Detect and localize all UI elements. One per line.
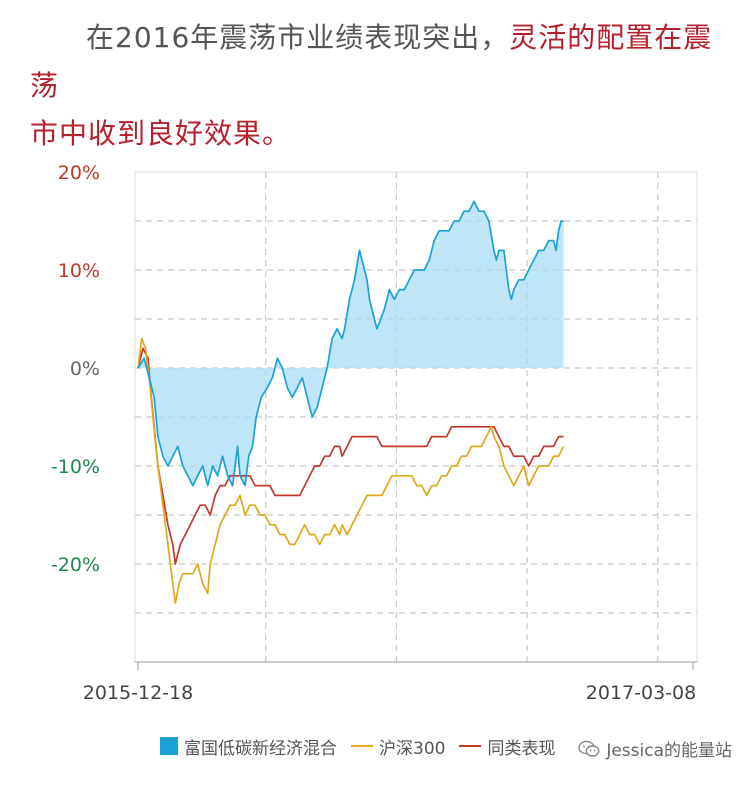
chart-legend: 富国低碳新经济混合 沪深300 同类表现 xyxy=(160,734,569,759)
series-line xyxy=(137,200,564,487)
y-tick-label: -20% xyxy=(51,554,100,576)
chart-series xyxy=(137,200,565,605)
heading-highlight-line2: 市中收到良好效果。 xyxy=(30,117,292,150)
y-tick-label: 0% xyxy=(70,358,100,380)
x-tick-label: 2017-03-08 xyxy=(586,682,696,704)
y-tick-label: 20% xyxy=(58,162,100,184)
y-tick-label: -10% xyxy=(51,456,100,478)
chart-axes: 20% 10% 0% -10% -20% 2015-12-18 2017-03-08 xyxy=(51,162,697,704)
legend-label-fund: 富国低碳新经济混合 xyxy=(184,738,337,759)
performance-chart: 20% 10% 0% -10% -20% 2015-12-18 2017-03-08 xyxy=(51,162,698,704)
watermark: Jessica的能量站 xyxy=(578,736,732,761)
wechat-icon xyxy=(578,740,600,757)
legend-item-fund: 富国低碳新经济混合 xyxy=(160,734,337,759)
legend-swatch-csi300 xyxy=(351,745,373,747)
legend-label-csi300: 沪深300 xyxy=(379,738,446,759)
legend-label-peer: 同类表现 xyxy=(487,738,556,759)
x-tick-label: 2015-12-18 xyxy=(83,682,193,704)
legend-item-peer: 同类表现 xyxy=(459,734,555,759)
legend-swatch-fund xyxy=(160,737,178,755)
watermark-text: Jessica的能量站 xyxy=(606,741,732,761)
series-area-fill xyxy=(138,201,564,486)
heading-highlight-line1: 灵活的配置在震荡 xyxy=(30,21,713,102)
series-line xyxy=(137,337,565,605)
legend-item-csi300: 沪深300 xyxy=(351,734,445,759)
article-heading: 在2016年震荡市业绩表现突出，灵活的配置在震荡 市中收到良好效果。 xyxy=(30,14,720,158)
y-tick-label: 10% xyxy=(58,260,100,282)
legend-swatch-peer xyxy=(459,745,482,747)
heading-lead-text: 在2016年震荡市业绩表现突出， xyxy=(86,21,510,54)
